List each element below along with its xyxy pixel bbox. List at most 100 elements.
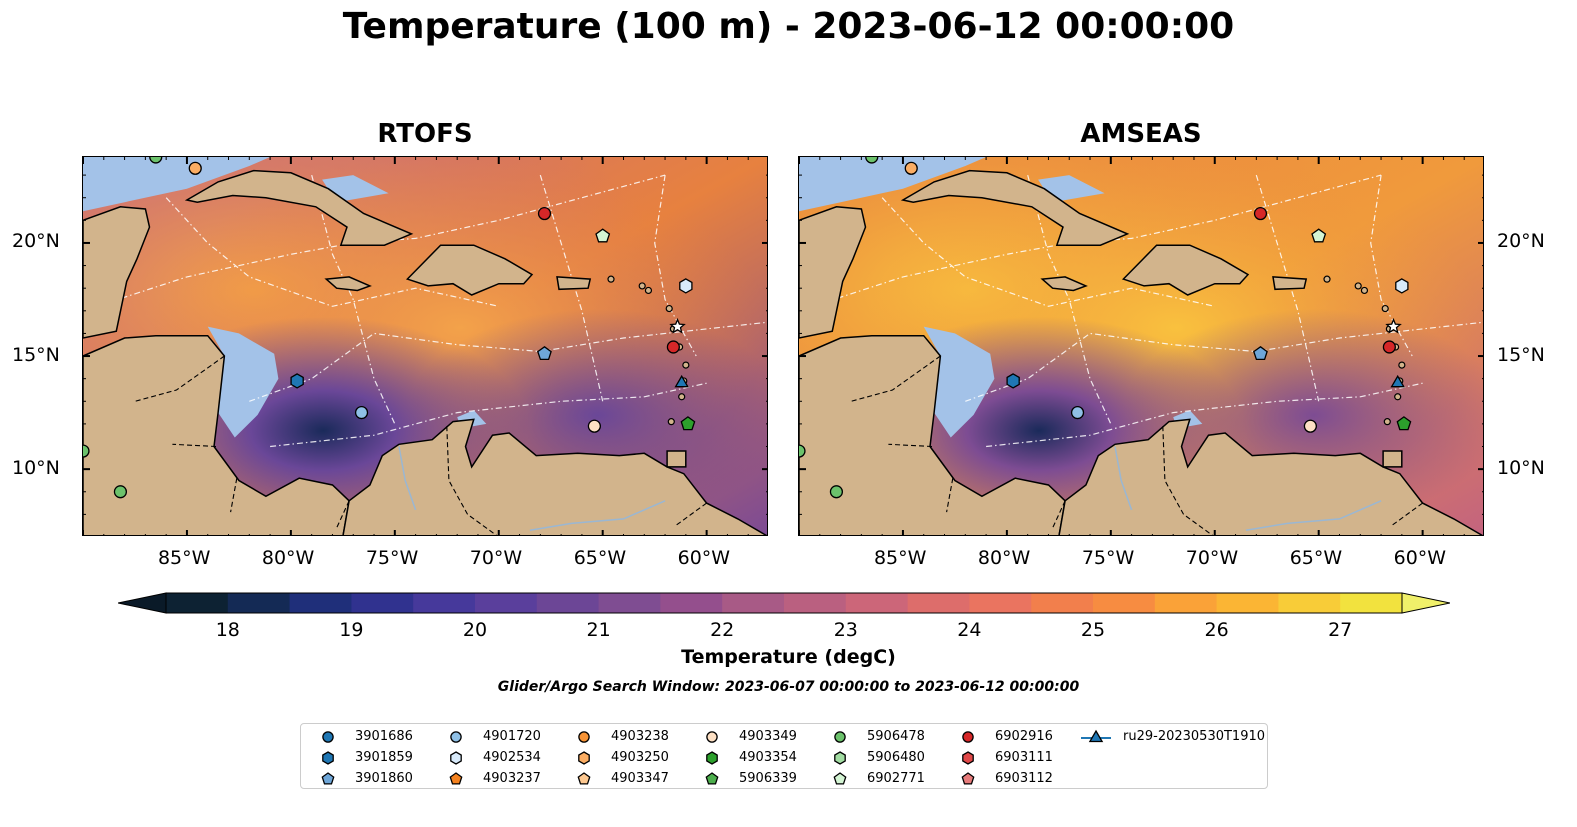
legend-triangle-marker [1088, 729, 1104, 743]
station-marker-10 [354, 405, 369, 420]
station-marker-8 [1006, 373, 1020, 389]
colorbar-segment [413, 593, 476, 613]
lat-tick-left-20: 20°N [12, 230, 60, 252]
colorbar-segment [1278, 593, 1341, 613]
land-yucatan [83, 206, 151, 339]
legend-marker-shape [577, 772, 591, 785]
lat-tick-right-20: 20°N [1497, 230, 1545, 252]
small-island [667, 418, 675, 426]
colorbar-tick-label: 24 [957, 619, 982, 641]
legend: 3901686 3901859 3901860 4901720 4902534 49032… [300, 723, 1268, 789]
legend-label: 4901720 [483, 729, 541, 744]
lon-tick-label: 60°W [1393, 547, 1447, 569]
legend-marker-icon [834, 751, 846, 765]
legend-label: 4903347 [611, 771, 669, 786]
colorbar-under-arrow [118, 592, 167, 614]
colorbar-segment [166, 593, 229, 613]
station-marker-6 [666, 340, 680, 354]
rtofs-map-svg [83, 157, 767, 535]
lon-tick-label: 85°W [157, 547, 211, 569]
colorbar-segment [969, 593, 1032, 613]
country-border [888, 443, 933, 448]
legend-marker-icon [321, 772, 335, 785]
legend-label: 6903111 [995, 750, 1053, 765]
land-trinidad [1382, 450, 1403, 468]
figure-title: Temperature (100 m) - 2023-06-12 00:00:0… [342, 6, 1235, 47]
land-jamaica [324, 276, 372, 292]
legend-marker-shape [578, 731, 590, 743]
land-yucatan [799, 206, 867, 339]
colorbar-label: Temperature (degC) [681, 646, 896, 668]
small-island [678, 393, 686, 401]
colorbar-segment [1216, 593, 1279, 613]
station-marker-12 [680, 416, 696, 431]
country-border [230, 478, 238, 513]
station-marker-0 [188, 161, 202, 175]
lon-tick-label: 70°W [469, 547, 523, 569]
eez-boundary-line [249, 321, 767, 402]
station-marker-2 [1253, 206, 1268, 221]
legend-marker-shape [833, 772, 847, 785]
colorbar-tick-label: 26 [1204, 619, 1229, 641]
legend-label: 5906478 [867, 729, 925, 744]
colorbar-tick-label: 27 [1328, 619, 1353, 641]
colorbar-segment [784, 593, 847, 613]
lon-tick-label: 60°W [677, 547, 731, 569]
station-marker-3 [595, 228, 611, 243]
station-marker-9 [674, 374, 689, 388]
colorbar-tick-label: 20 [462, 619, 488, 641]
station-marker-12 [1396, 416, 1412, 431]
legend-marker-icon [322, 731, 334, 743]
eez-boundary-line [965, 321, 1483, 402]
legend-label: 4903250 [611, 750, 669, 765]
station-marker-6 [1382, 340, 1396, 354]
legend-marker-shape [450, 731, 462, 743]
legend-label: 6902916 [995, 729, 1053, 744]
colorbar-segment [1154, 593, 1218, 613]
legend-marker-icon [450, 731, 462, 743]
gulf-shelf [799, 157, 987, 212]
legend-label: 3901859 [355, 750, 413, 765]
legend-marker-icon [450, 751, 462, 765]
legend-label: 4903237 [483, 771, 541, 786]
legend-marker-icon [962, 751, 974, 765]
station-marker-0 [904, 161, 918, 175]
colorbar-frame [165, 592, 1403, 614]
eez-boundary-line [165, 197, 499, 307]
land-cuba [184, 169, 414, 246]
station-marker-11 [1303, 419, 1317, 433]
river [529, 500, 666, 531]
river [1114, 446, 1133, 511]
colorbar-segment [289, 593, 352, 613]
colorbar-segment [475, 593, 538, 613]
legend-label: 4902534 [483, 750, 541, 765]
eez-boundary-line [881, 197, 1215, 307]
lon-tick-label: 65°W [573, 547, 627, 569]
station-marker-5 [669, 317, 686, 334]
eez-boundary-line [799, 174, 1382, 312]
legend-marker-shape [322, 751, 334, 765]
station-marker-8 [290, 373, 304, 389]
lon-tick-label: 80°W [261, 547, 315, 569]
shallow-shelf [923, 326, 995, 438]
small-island [638, 282, 646, 290]
station-marker-5 [1385, 317, 1402, 334]
colorbar-tick-label: 19 [339, 619, 364, 641]
country-border [1391, 502, 1423, 527]
legend-marker-shape [578, 751, 590, 765]
small-island [644, 286, 653, 295]
country-border [1052, 500, 1066, 529]
station-marker-13 [83, 444, 90, 458]
small-island [1360, 286, 1369, 295]
land-southAmerica [342, 418, 767, 535]
station-marker-7 [537, 345, 552, 361]
colorbar-over-arrow [1401, 592, 1450, 614]
legend-marker-icon [706, 751, 718, 765]
lon-tick-label: 80°W [977, 547, 1031, 569]
station-marker-13 [799, 444, 806, 458]
legend-label: 6902771 [867, 771, 925, 786]
colorbar-segment [227, 593, 291, 613]
legend-label: 5906480 [867, 750, 925, 765]
small-island [1398, 361, 1406, 369]
legend-marker-shape [962, 751, 974, 765]
